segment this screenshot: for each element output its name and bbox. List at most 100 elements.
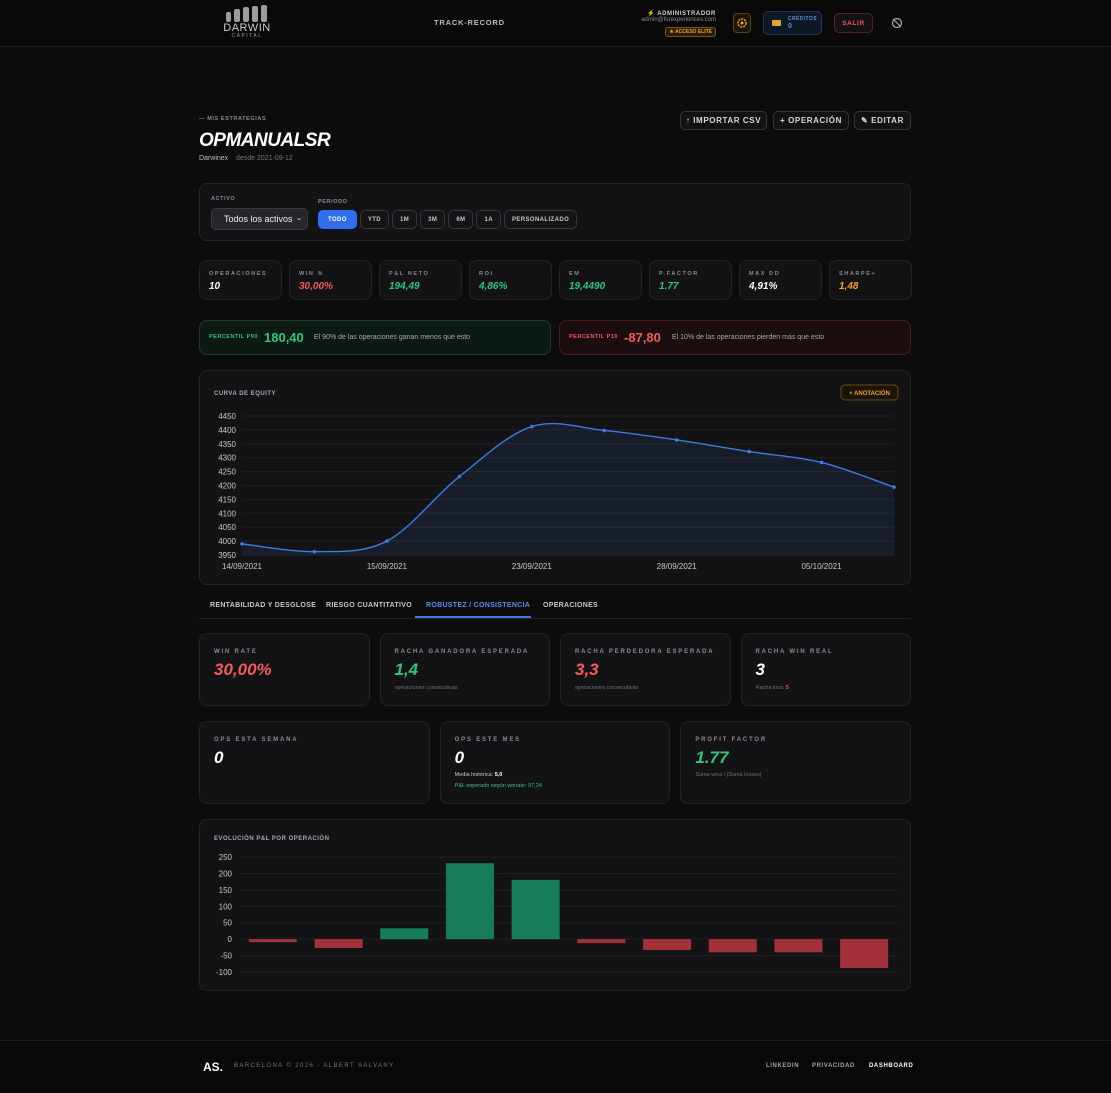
metric-note: operaciones consecutivas (575, 685, 638, 691)
stat-label: OPERACIONES (209, 271, 268, 277)
y-tick-label: 4400 (218, 426, 236, 435)
tab[interactable]: OPERACIONES (543, 602, 599, 609)
stat-card: P.FACTOR 1.77 (649, 260, 732, 300)
asset-value: Todos los activos (224, 214, 293, 224)
metric-value: 1.77 (695, 748, 729, 767)
period-button[interactable]: TODO (318, 210, 357, 229)
footer-link[interactable]: DASHBOARD (869, 1063, 914, 1069)
credits-box[interactable]: CRÉDITOS 0 (763, 11, 822, 35)
tab-indicator (415, 616, 531, 618)
metric-label: RACHA PERDEDORA ESPERADA (575, 649, 715, 655)
theme-icon[interactable] (888, 14, 906, 32)
y-tick-label: -50 (220, 952, 232, 961)
annotation-button-label: + ANOTACIÓN (849, 389, 890, 397)
equity-point (457, 474, 462, 479)
stat-card: P&L NETO 194,49 (379, 260, 462, 300)
metric-value: 0 (454, 748, 465, 767)
asset-select[interactable]: Todos los activos ⌄ (211, 208, 308, 230)
metric-card: RACHA GANADORA ESPERADA 1,4 operaciones co… (379, 633, 550, 706)
tab[interactable]: RIESGO CUANTITATIVO (326, 602, 412, 609)
y-tick-label: 4100 (218, 509, 236, 518)
x-tick-label: 15/09/2021 (367, 562, 408, 571)
stat-value: 4,91% (749, 281, 778, 292)
metric-label: RACHA GANADORA ESPERADA (394, 649, 530, 655)
annotation-button[interactable] (840, 384, 899, 401)
percentile-box: PERCENTIL P90 180,40 El 90% de las operaci… (199, 320, 551, 355)
period-button[interactable]: 6M (448, 210, 474, 229)
equity-point (674, 438, 679, 442)
stat-label: SHARPE+ (839, 271, 877, 277)
stat-card: MAX DD 4,91% (739, 260, 822, 300)
logo-sub: CAPITAL (231, 33, 263, 39)
action-button[interactable]: + OPERACIÓN (773, 111, 849, 130)
stat-card: OPERACIONES 10 (199, 260, 282, 300)
equity-line (241, 422, 895, 553)
period-button[interactable]: YTD (359, 210, 390, 229)
logout-button[interactable]: SALIR (834, 13, 873, 33)
filter-card: ACTIVO Todos los activos ⌄ PERIODO TODO YT… (199, 183, 911, 241)
metric-label: OPS ESTA SEMANA (214, 737, 299, 743)
action-button[interactable]: ✎ EDITAR (854, 111, 911, 130)
percentile-label: PERCENTIL P10 (569, 334, 618, 340)
period-button[interactable]: 1M (392, 210, 418, 229)
tab[interactable]: RENTABILIDAD Y DESGLOSE (210, 602, 317, 609)
credits-icon (772, 20, 781, 26)
equity-area (242, 423, 894, 555)
settings-button[interactable] (733, 13, 751, 33)
bar (314, 939, 363, 949)
y-tick-label: 4150 (218, 495, 236, 504)
select-caret: ⌄ (296, 215, 302, 222)
email: admin@forexperiences.com (641, 17, 716, 23)
percentile-value: -87,80 (624, 330, 661, 345)
nav-link[interactable]: TRACK-RECORD (434, 18, 505, 27)
metric-value: 1,4 (394, 660, 419, 679)
bar (643, 939, 692, 950)
y-tick-label: 250 (219, 853, 233, 862)
y-tick-label: 4000 (218, 537, 236, 546)
bar (774, 939, 823, 953)
metric-note-value: 5 (785, 685, 789, 691)
logo: DARWIN (223, 22, 271, 34)
period-button[interactable]: 1A (476, 210, 501, 229)
badge: ★ ACCESO ELITE (665, 27, 716, 37)
stat-value: 1,48 (839, 281, 859, 292)
y-tick-label: 3950 (218, 551, 236, 560)
footer-link[interactable]: PRIVACIDAD (812, 1063, 855, 1069)
equity-chart: CURVA DE EQUITY + ANOTACIÓN 4450 4400 4350 43… (214, 384, 899, 571)
metric-note: Suma wins / |Suma losses| (695, 772, 761, 778)
percentile-text: El 10% de las operaciones pierden más qu… (672, 334, 825, 341)
metric-label: WIN RATE (214, 649, 258, 655)
stat-value: 1.77 (659, 281, 679, 292)
metric-card: RACHA WIN REAL 3 Racha loss: 5 (740, 633, 911, 706)
metric-card: PROFIT FACTOR 1.77 Suma wins / |Suma losse… (680, 721, 911, 804)
footer-link[interactable]: LINKEDIN (766, 1063, 800, 1069)
equity-point (747, 449, 751, 454)
tab[interactable]: ROBUSTEZ / CONSISTENCIA (426, 602, 531, 609)
metric-card: OPS ESTA SEMANA 0 (199, 721, 430, 804)
y-tick-label: 50 (223, 919, 232, 928)
metric-value: 0 (214, 748, 224, 767)
period-button[interactable]: 3M (420, 210, 446, 229)
bar (708, 939, 757, 953)
metric-card: WIN RATE 30,00% (199, 633, 370, 706)
metric-note: operaciones consecutivas (395, 685, 458, 691)
bar (248, 939, 297, 943)
y-tick-label: 4350 (218, 440, 236, 449)
chart-title: CURVA DE EQUITY (214, 391, 276, 397)
metric-note-text: Racha loss: (755, 685, 785, 691)
y-tick-label: 4050 (218, 523, 236, 532)
stat-card: SHARPE+ 1,48 (829, 260, 912, 300)
stat-label: P.FACTOR (659, 271, 699, 277)
bar (840, 939, 889, 968)
x-tick-label: 14/09/2021 (222, 562, 263, 571)
action-button[interactable]: ↑ IMPORTAR CSV (680, 111, 767, 130)
stat-card: WIN % 30,00% (289, 260, 372, 300)
metric-note-text: Media histórica: (454, 772, 494, 778)
metric-note-text: Suma wins / |Suma losses| (695, 772, 762, 778)
period-button[interactable]: PERSONALIZADO (503, 210, 578, 229)
y-tick-label: 4300 (218, 454, 236, 463)
stat-value: 19,4490 (569, 281, 606, 292)
bar (380, 928, 429, 940)
breadcrumb[interactable]: — MIS ESTRATEGIAS (199, 116, 267, 122)
